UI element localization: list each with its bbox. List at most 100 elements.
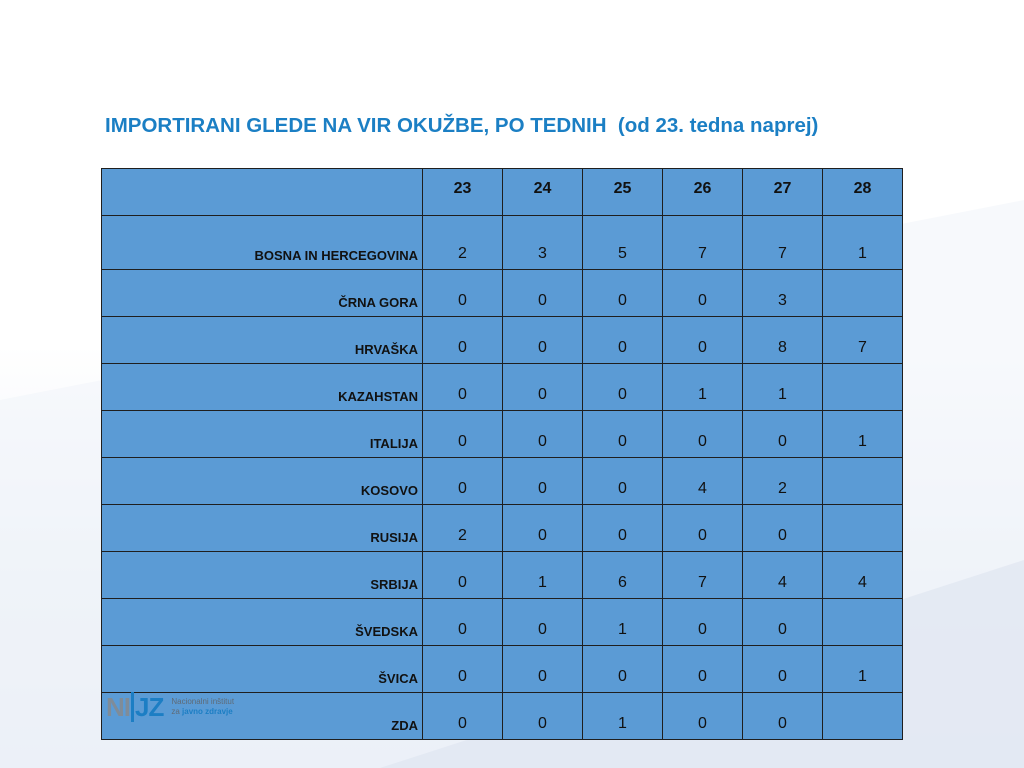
value-cell: 0 [582, 410, 663, 458]
table-row: ČRNA GORA 0 0 0 0 3 [101, 269, 903, 317]
value-cell [822, 598, 903, 646]
table-corner-cell [101, 168, 423, 216]
value-cell: 2 [422, 215, 503, 270]
table-row: ŠVEDSKA 0 0 1 0 0 [101, 598, 903, 646]
value-cell: 7 [822, 316, 903, 364]
table-header-row: 23 24 25 26 27 28 [101, 168, 903, 216]
value-cell: 0 [422, 551, 503, 599]
value-cell: 7 [742, 215, 823, 270]
value-cell: 0 [582, 316, 663, 364]
value-cell: 0 [502, 316, 583, 364]
slide-title: IMPORTIRANI GLEDE NA VIR OKUŽBE, PO TEDN… [105, 114, 819, 137]
value-cell: 0 [742, 645, 823, 693]
imports-table: 23 24 25 26 27 28 BOSNA IN HERCEGOVINA 2 3 5 7 7 1 ČR… [101, 168, 903, 740]
value-cell [822, 692, 903, 740]
value-cell [822, 363, 903, 411]
table-row: ITALIJA 0 0 0 0 0 1 [101, 410, 903, 458]
logo-divider [131, 692, 134, 722]
value-cell: 0 [582, 645, 663, 693]
country-label: ŠVICA [101, 645, 423, 693]
week-header: 23 [422, 168, 503, 216]
value-cell: 4 [822, 551, 903, 599]
value-cell: 0 [662, 598, 743, 646]
value-cell: 0 [662, 316, 743, 364]
value-cell: 0 [422, 598, 503, 646]
value-cell: 0 [422, 410, 503, 458]
value-cell: 1 [822, 215, 903, 270]
country-label: SRBIJA [101, 551, 423, 599]
value-cell: 0 [422, 316, 503, 364]
value-cell: 0 [742, 692, 823, 740]
value-cell: 2 [742, 457, 823, 505]
value-cell: 7 [662, 215, 743, 270]
country-label: ITALIJA [101, 410, 423, 458]
week-header: 27 [742, 168, 823, 216]
value-cell: 0 [502, 645, 583, 693]
value-cell: 0 [422, 269, 503, 317]
value-cell: 0 [582, 363, 663, 411]
table-row: BOSNA IN HERCEGOVINA 2 3 5 7 7 1 [101, 215, 903, 270]
value-cell: 0 [582, 269, 663, 317]
value-cell: 1 [822, 645, 903, 693]
value-cell: 0 [422, 645, 503, 693]
country-label: ŠVEDSKA [101, 598, 423, 646]
logo-line-1: Nacionalni inštitut [171, 697, 235, 706]
value-cell: 0 [422, 692, 503, 740]
value-cell: 1 [582, 692, 663, 740]
logo-line-2-bold: javno zdravje [182, 707, 233, 716]
value-cell: 0 [502, 269, 583, 317]
value-cell: 4 [662, 457, 743, 505]
value-cell: 1 [502, 551, 583, 599]
logo-line-2: za javno zdravje [171, 707, 234, 717]
week-header: 28 [822, 168, 903, 216]
value-cell [822, 269, 903, 317]
logo-mark: NI JZ [106, 691, 164, 723]
logo-mark-right: JZ [135, 691, 164, 722]
country-label: ZDA [101, 692, 423, 740]
week-header: 24 [502, 168, 583, 216]
value-cell: 5 [582, 215, 663, 270]
table-row: RUSIJA 2 0 0 0 0 [101, 504, 903, 552]
value-cell: 2 [422, 504, 503, 552]
value-cell: 7 [662, 551, 743, 599]
country-label: BOSNA IN HERCEGOVINA [101, 215, 423, 270]
value-cell: 4 [742, 551, 823, 599]
value-cell [822, 504, 903, 552]
value-cell: 3 [502, 215, 583, 270]
value-cell: 0 [582, 504, 663, 552]
logo-line-2-prefix: za [171, 707, 183, 716]
table-row: HRVAŠKA 0 0 0 0 8 7 [101, 316, 903, 364]
value-cell: 0 [742, 410, 823, 458]
value-cell: 0 [742, 504, 823, 552]
value-cell: 0 [662, 645, 743, 693]
country-label: KOSOVO [101, 457, 423, 505]
value-cell: 1 [822, 410, 903, 458]
value-cell: 3 [742, 269, 823, 317]
week-header: 26 [662, 168, 743, 216]
logo-text: Nacionalni inštitut za javno zdravje [171, 697, 234, 717]
table-row: SRBIJA 0 1 6 7 4 4 [101, 551, 903, 599]
table-row: ZDA 0 0 1 0 0 [101, 692, 903, 740]
country-label: ČRNA GORA [101, 269, 423, 317]
week-header: 25 [582, 168, 663, 216]
value-cell: 1 [582, 598, 663, 646]
value-cell: 0 [502, 598, 583, 646]
value-cell: 1 [662, 363, 743, 411]
value-cell: 8 [742, 316, 823, 364]
value-cell: 0 [662, 504, 743, 552]
value-cell: 0 [502, 692, 583, 740]
logo-mark-left: NI [106, 691, 131, 722]
table-row: KOSOVO 0 0 0 4 2 [101, 457, 903, 505]
value-cell [822, 457, 903, 505]
value-cell: 0 [582, 457, 663, 505]
nijz-logo: NI JZ Nacionalni inštitut za javno zdrav… [106, 690, 234, 724]
value-cell: 1 [742, 363, 823, 411]
value-cell: 0 [662, 692, 743, 740]
value-cell: 0 [422, 363, 503, 411]
table-row: KAZAHSTAN 0 0 0 1 1 [101, 363, 903, 411]
value-cell: 0 [422, 457, 503, 505]
value-cell: 0 [662, 269, 743, 317]
value-cell: 0 [502, 504, 583, 552]
value-cell: 0 [742, 598, 823, 646]
value-cell: 6 [582, 551, 663, 599]
